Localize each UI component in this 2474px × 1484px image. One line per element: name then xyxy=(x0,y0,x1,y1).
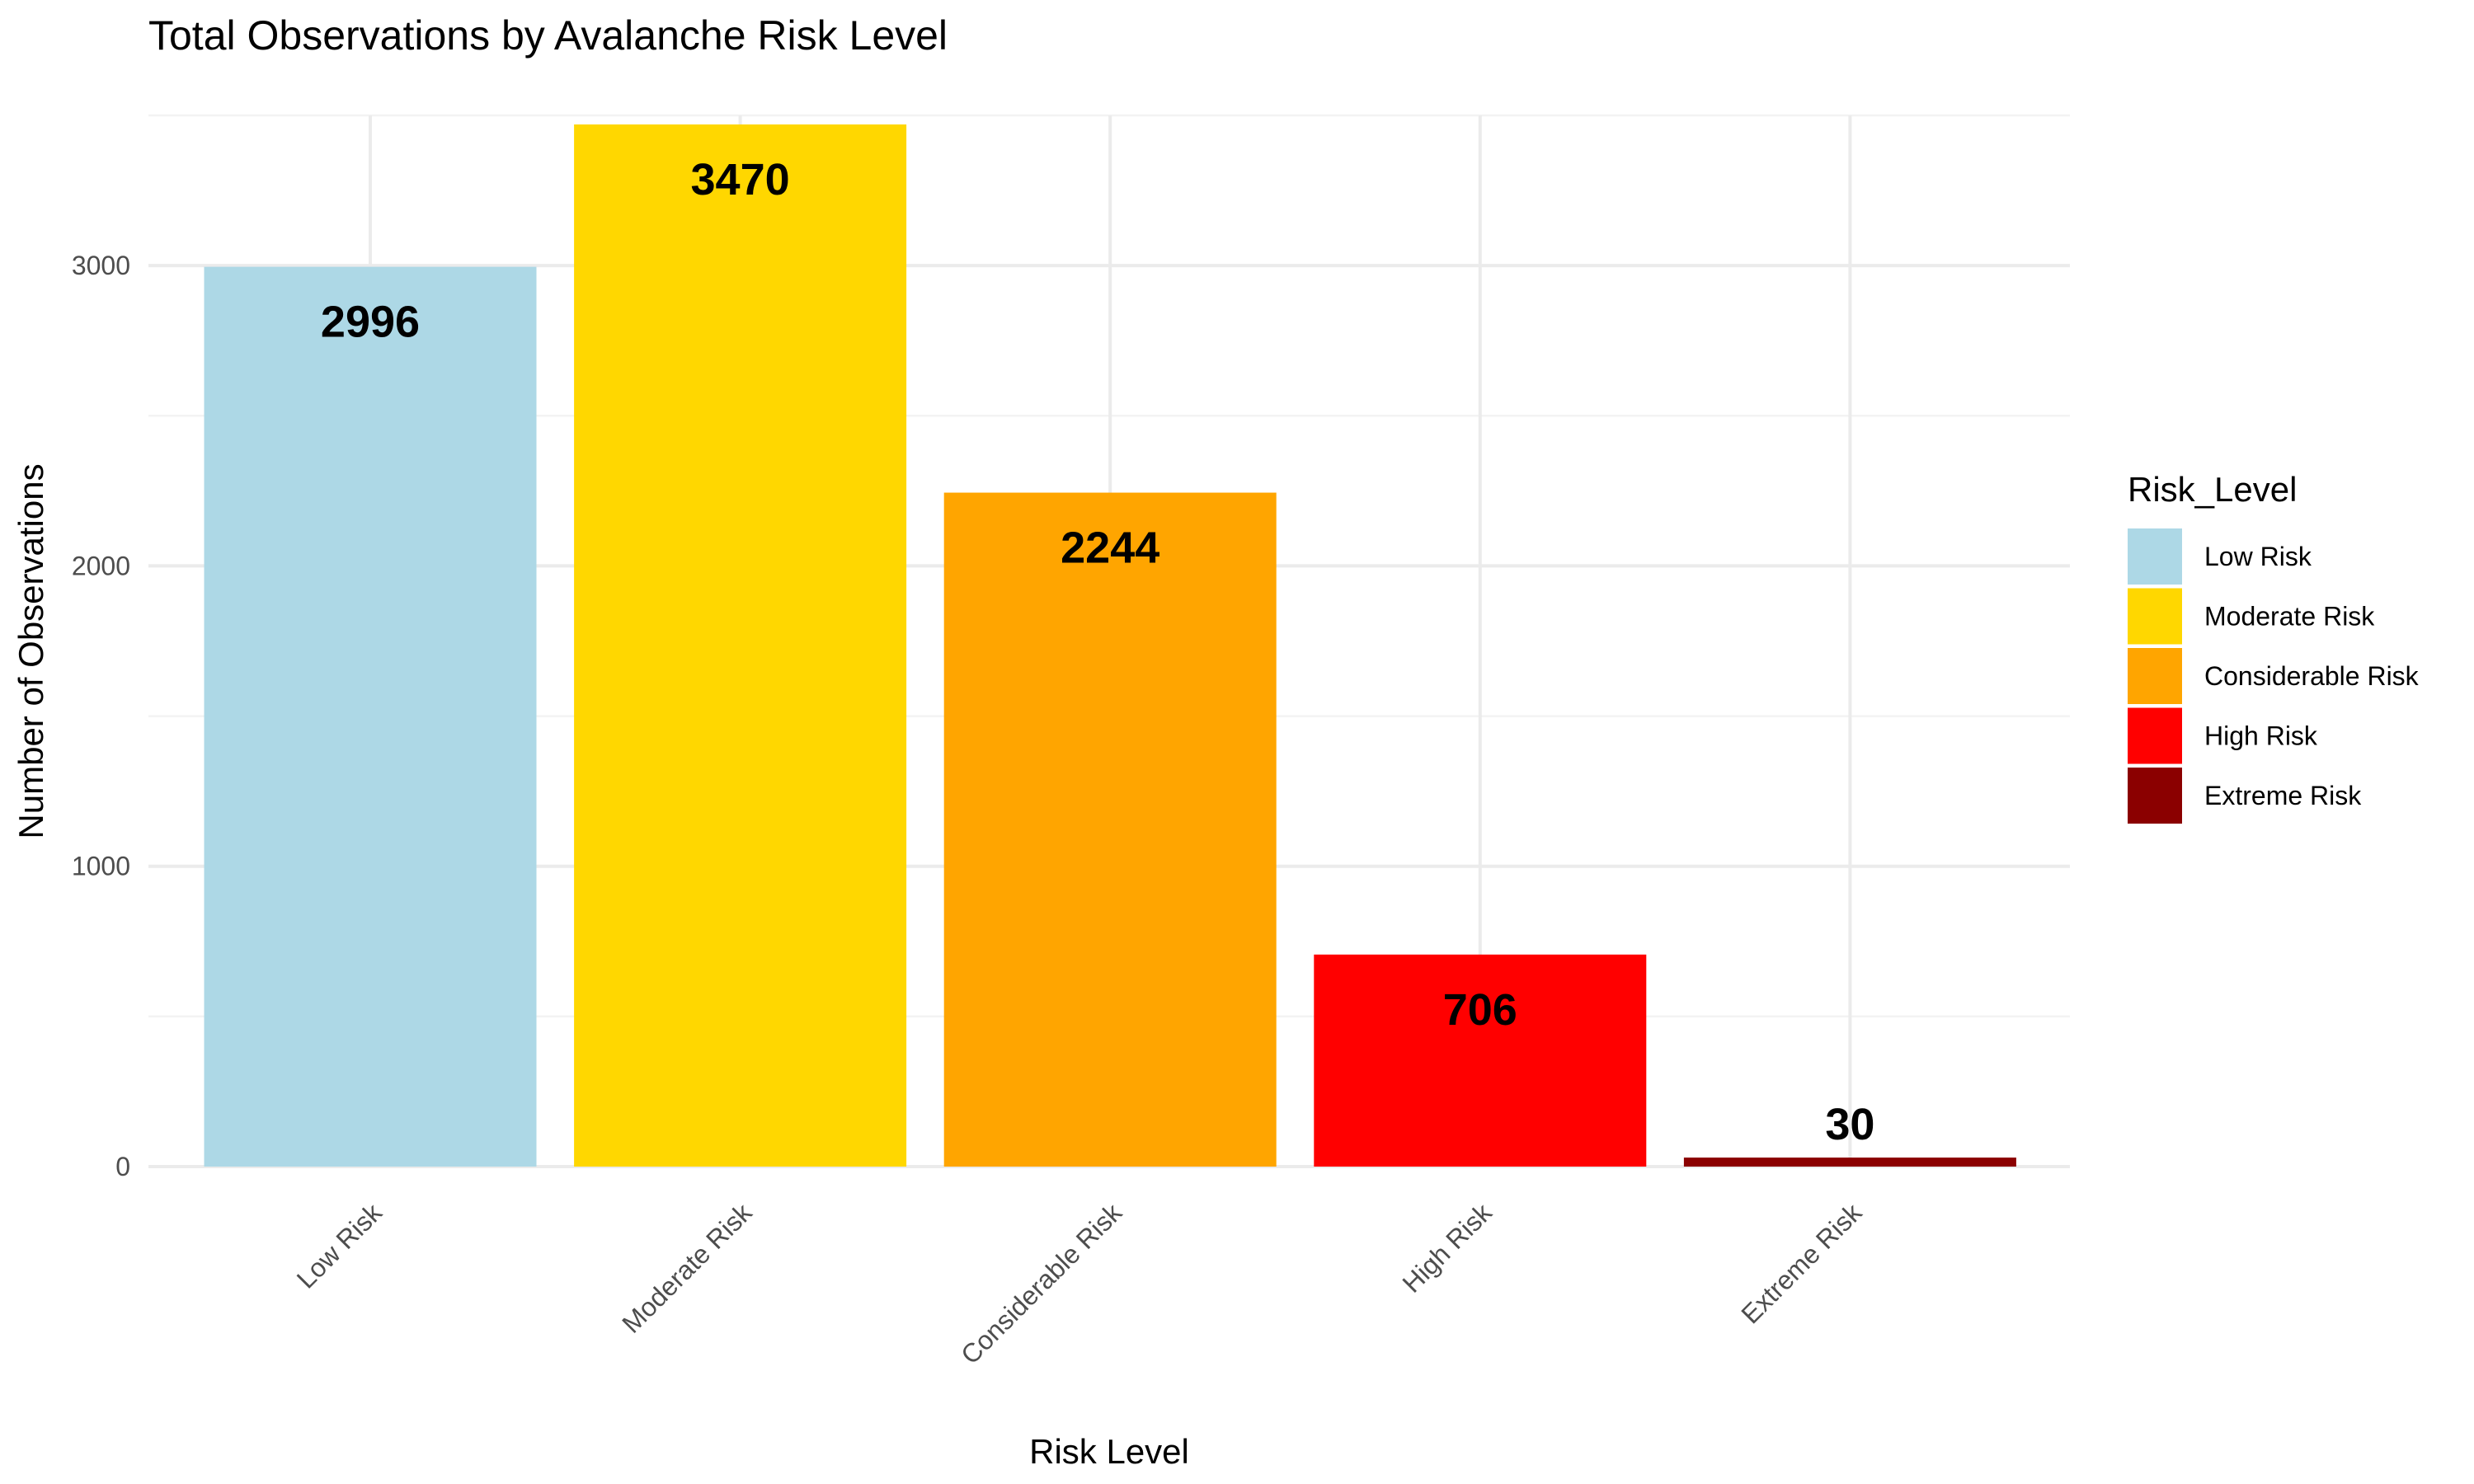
y-axis-ticks: 0 1000 2000 3000 xyxy=(72,251,130,1181)
legend-key xyxy=(2128,528,2182,585)
legend-label: High Risk xyxy=(2204,721,2318,751)
x-tick-label: Considerable Risk xyxy=(955,1197,1128,1370)
chart-title: Total Observations by Avalanche Risk Lev… xyxy=(148,12,948,59)
x-tick-label: High Risk xyxy=(1396,1197,1498,1298)
bar xyxy=(574,124,907,1167)
bars xyxy=(204,124,2016,1167)
bar xyxy=(204,266,537,1167)
data-label: 706 xyxy=(1443,985,1517,1035)
y-tick-label: 1000 xyxy=(72,852,130,881)
x-tick-label: Low Risk xyxy=(291,1197,388,1294)
legend-key xyxy=(2128,588,2182,645)
legend-key xyxy=(2128,648,2182,704)
legend-title: Risk_Level xyxy=(2128,470,2297,509)
legend-label: Low Risk xyxy=(2204,542,2312,571)
y-tick-label: 3000 xyxy=(72,251,130,280)
x-axis-ticks: Low Risk Moderate Risk Considerable Risk Hi… xyxy=(291,1197,1868,1370)
legend-label: Extreme Risk xyxy=(2204,781,2362,810)
x-tick-label: Extreme Risk xyxy=(1735,1197,1868,1330)
x-axis-title: Risk Level xyxy=(1029,1432,1189,1471)
legend: Risk_Level Low Risk Moderate Risk Consider… xyxy=(2128,470,2420,824)
data-label: 2996 xyxy=(321,298,420,347)
y-axis-title: Number of Observations xyxy=(12,463,50,838)
legend-key xyxy=(2128,707,2182,764)
data-labels: 2996 3470 2244 706 30 xyxy=(321,155,1875,1149)
bar xyxy=(1683,1158,2016,1167)
bar xyxy=(1314,954,1647,1167)
data-label: 30 xyxy=(1825,1100,1874,1149)
data-label: 3470 xyxy=(691,155,790,204)
bar xyxy=(943,492,1277,1167)
legend-label: Considerable Risk xyxy=(2204,661,2420,691)
legend-label: Moderate Risk xyxy=(2204,602,2375,632)
y-tick-label: 0 xyxy=(115,1152,130,1181)
x-tick-label: Moderate Risk xyxy=(616,1197,758,1339)
y-tick-label: 2000 xyxy=(72,551,130,580)
data-label: 2244 xyxy=(1061,524,1159,573)
legend-key xyxy=(2128,768,2182,824)
